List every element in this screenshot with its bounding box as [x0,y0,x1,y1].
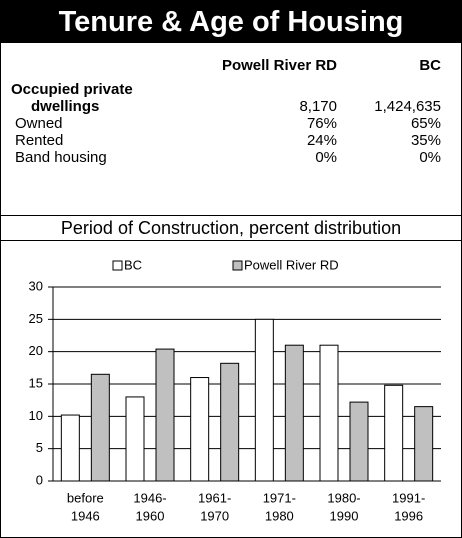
x-tick-label: 1946- [133,490,166,505]
cell-value: 1,424,635 [374,98,441,115]
cell-value: 76% [306,115,337,132]
y-tick-label: 15 [29,375,43,390]
y-tick-label: 5 [36,440,43,455]
cell-value: 35% [410,132,441,149]
x-tick-label: 1991- [392,490,425,505]
y-tick-label: 0 [36,472,43,487]
x-tick-label: 1946 [71,508,100,523]
bar [155,348,175,482]
row-label: Rented [15,132,64,149]
bar [414,406,434,482]
x-tick-label: before [67,490,104,505]
legend-label: BC [124,257,142,272]
column-header: BC [419,57,441,74]
x-tick-label: 1971- [263,490,296,505]
row-label: Occupied private [11,81,133,98]
y-tick-label: 25 [29,311,43,326]
title: Tenure & Age of Housing [1,1,461,43]
bar [254,318,274,482]
chart-title: Period of Construction, percent distribu… [1,215,461,241]
x-tick-label: 1960 [136,508,165,523]
bar [349,401,369,482]
legend-label: Powell River RD [244,257,339,272]
bar [284,344,304,482]
chart: 0 5 10 15 20 25 30 BC Powell River RD before 1946 1… [29,257,441,523]
cell-value: 24% [306,132,337,149]
x-tick-label: 1990 [330,508,359,523]
legend-swatch [112,260,123,271]
x-tick-label: 1996 [394,508,423,523]
legend-swatch [232,260,243,271]
x-tick-label: 1980 [265,508,294,523]
bar [319,344,339,482]
cell-value: 0% [419,149,441,166]
cell-value: 65% [410,115,441,132]
bar [190,377,210,482]
row-label: Band housing [15,149,107,166]
bar [60,414,80,482]
cell-value: 0% [315,149,337,166]
y-tick-label: 10 [29,408,43,423]
x-tick-label: 1961- [198,490,231,505]
y-tick-label: 20 [29,343,43,358]
row-label: Owned [15,115,63,132]
row-label: dwellings [31,98,100,115]
bar [125,396,145,482]
cell-value: 8,170 [299,98,337,115]
x-tick-label: 1970 [200,508,229,523]
column-header: Powell River RD [221,57,337,74]
bar [220,362,240,482]
y-tick-label: 30 [29,278,43,293]
bar [90,373,110,482]
x-tick-label: 1980- [327,490,360,505]
bar [384,384,404,482]
